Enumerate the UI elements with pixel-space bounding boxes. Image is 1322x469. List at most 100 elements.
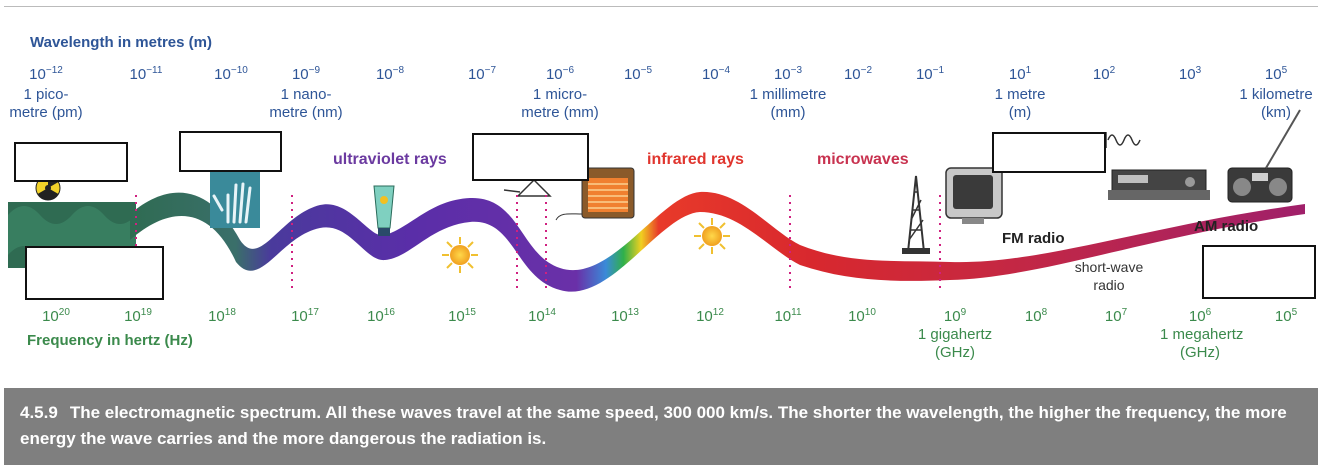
ultraviolet-label: ultraviolet rays [333, 151, 447, 168]
frequency-tick-base: 10 [208, 308, 225, 325]
frequency-tick-base: 10 [1188, 308, 1206, 325]
wavelength-tick-15: 105 1 kilometre (km) [1236, 62, 1316, 122]
wavelength-tick-1: 10−11 [106, 62, 186, 84]
frequency-tick-1: 1019 [98, 304, 178, 326]
frequency-tick-base: 10 [367, 308, 384, 325]
wavelength-tick-exponent: −10 [230, 65, 248, 76]
microwaves-label: microwaves [817, 151, 909, 168]
wavelength-tick-base: 10 [843, 66, 861, 83]
frequency-tick-exponent: 18 [224, 307, 236, 318]
frequency-tick-exponent: 15 [464, 307, 476, 318]
frequency-tick-exponent: 14 [544, 307, 556, 318]
wavelength-tick-unit: metre (pm) [9, 104, 83, 121]
wavelength-tick-sublabel: 1 nano- [280, 86, 332, 103]
wavelength-tick-base: 10 [375, 66, 393, 83]
frequency-tick-unit: (GHz) [935, 344, 975, 361]
sun-icon [442, 237, 478, 273]
wavelength-tick-0: 10−12 1 pico-metre (pm) [6, 62, 86, 122]
frequency-tick-exponent: 19 [140, 307, 152, 318]
blank-box-long-wave[interactable] [1202, 245, 1316, 299]
wavelength-tick-exponent: −6 [562, 65, 575, 76]
frequency-tick-base: 10 [124, 308, 141, 325]
sun-icon [694, 218, 730, 254]
frequency-tick-7: 1013 [585, 304, 665, 326]
short-wave-radio-label: short-wave radio [1066, 258, 1152, 294]
blank-box-radio[interactable] [992, 132, 1106, 173]
wavelength-tick-13: 102 [1064, 62, 1144, 84]
frequency-tick-base: 10 [1024, 308, 1042, 325]
infrared-label: infrared rays [647, 151, 744, 168]
wavelength-tick-11: 10−1 [890, 62, 970, 84]
frequency-tick-exponent: 5 [1291, 307, 1298, 318]
frequency-tick-15: 105 [1246, 304, 1322, 326]
frequency-tick-exponent: 10 [864, 307, 876, 318]
frequency-tick-base: 10 [848, 308, 865, 325]
heater-icon [555, 167, 635, 221]
blank-box-gamma[interactable] [14, 142, 128, 182]
frequency-tick-base: 10 [774, 308, 792, 325]
wavelength-tick-base: 10 [701, 66, 719, 83]
wavelength-tick-14: 103 [1150, 62, 1230, 84]
frequency-tick-8: 1012 [670, 304, 750, 326]
wavelength-tick-unit: metre (mm) [521, 104, 599, 121]
frequency-tick-exponent: 20 [58, 307, 70, 318]
frequency-tick-exponent: 11 [791, 307, 802, 318]
frequency-tick-exponent: 6 [1205, 307, 1212, 318]
wavelength-tick-base: 10 [214, 66, 231, 83]
wavelength-tick-exponent: −12 [45, 65, 63, 76]
wavelength-tick-exponent: 5 [1281, 65, 1288, 76]
frequency-tick-exponent: 17 [307, 307, 319, 318]
wavelength-tick-base: 10 [623, 66, 641, 83]
frequency-tick-2: 1018 [182, 304, 262, 326]
frequency-tick-14: 106 1 megahertz (GHz) [1160, 304, 1243, 362]
am-radio-label: AM radio [1194, 218, 1259, 235]
blank-box-gamma-lower[interactable] [25, 246, 164, 300]
wavelength-axis-title: Wavelength in metres (m) [30, 34, 212, 51]
blank-box-visible[interactable] [472, 133, 589, 181]
frequency-tick-9: 1011 [748, 304, 828, 326]
frequency-tick-3: 1017 [265, 304, 345, 326]
wavelength-tick-sublabel: 1 pico- [23, 86, 69, 103]
portable-radio-icon [1227, 109, 1301, 203]
wavelength-tick-base: 10 [1008, 66, 1026, 83]
wavelength-tick-9: 10−3 1 millimetre (mm) [748, 62, 828, 122]
wavelength-tick-exponent: −5 [640, 65, 653, 76]
wavelength-tick-unit: metre (nm) [269, 104, 343, 121]
wavelength-tick-base: 10 [773, 66, 791, 83]
frequency-tick-base: 10 [291, 308, 308, 325]
wavelength-tick-12: 101 1 metre (m) [980, 62, 1060, 122]
fm-radio-label: FM radio [1002, 230, 1065, 247]
wavelength-tick-exponent: −1 [932, 65, 945, 76]
frequency-tick-12: 108 [996, 304, 1076, 326]
wavelength-tick-base: 10 [1264, 66, 1282, 83]
frequency-tick-base: 10 [528, 308, 545, 325]
prism-icon [503, 178, 552, 197]
wavelength-tick-8: 10−4 [676, 62, 756, 84]
blank-box-xray[interactable] [179, 131, 282, 172]
frequency-tick-11: 109 1 gigahertz (GHz) [915, 304, 995, 362]
frequency-tick-6: 1014 [502, 304, 582, 326]
frequency-tick-exponent: 8 [1041, 307, 1048, 318]
wavelength-tick-7: 10−5 [598, 62, 678, 84]
wavelength-tick-exponent: −9 [308, 65, 321, 76]
wavelength-tick-base: 10 [1092, 66, 1110, 83]
radiation-icon [35, 175, 61, 201]
wavelength-tick-sublabel: 1 millimetre [749, 86, 827, 103]
frequency-axis-title: Frequency in hertz (Hz) [27, 332, 193, 349]
frequency-tick-exponent: 16 [383, 307, 395, 318]
wavelength-tick-exponent: −4 [718, 65, 731, 76]
short-wave-line-1: short-wave [1074, 259, 1144, 275]
sunscreen-tube-icon [373, 185, 395, 236]
wavelength-tick-unit: (m) [1008, 104, 1032, 121]
frame-top [4, 6, 1318, 7]
frequency-tick-exponent: 12 [712, 307, 724, 318]
wavelength-tick-base: 10 [29, 66, 46, 83]
frequency-tick-base: 10 [1274, 308, 1292, 325]
wavelength-tick-sublabel: 1 micro- [532, 86, 588, 103]
frequency-tick-exponent: 7 [1121, 307, 1128, 318]
figure-caption: 4.5.9 The electromagnetic spectrum. All t… [4, 388, 1318, 465]
wavelength-tick-base: 10 [291, 66, 309, 83]
frequency-tick-4: 1016 [341, 304, 421, 326]
caption-number: 4.5.9 [20, 403, 58, 422]
